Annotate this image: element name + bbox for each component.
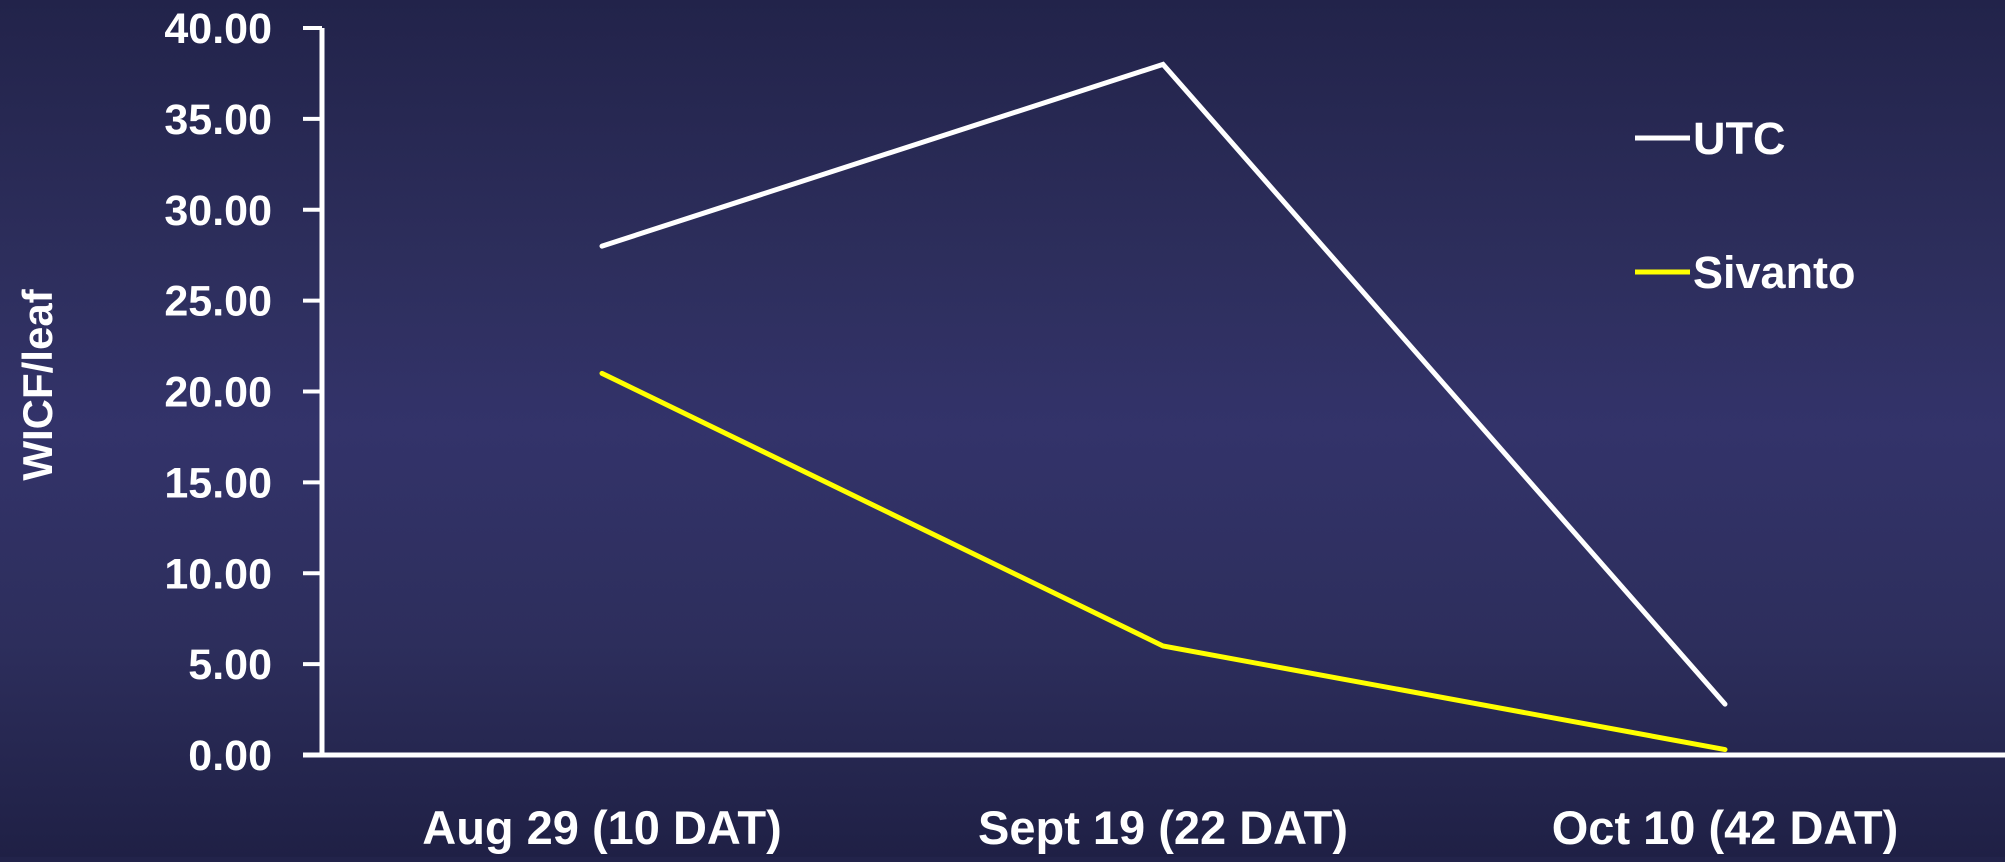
series-line-utc <box>599 61 1728 707</box>
y-tick-label: 0.00 <box>188 732 272 780</box>
legend-label: Sivanto <box>1693 247 1856 298</box>
x-ticks: Aug 29 (10 DAT) Sept 19 (22 DAT) Oct 10 (4… <box>422 801 1898 854</box>
series-lines <box>599 61 1728 753</box>
y-tick-label: 35.00 <box>164 96 272 144</box>
y-tick-label: 25.00 <box>164 278 272 326</box>
y-axis-label: WICF/leaf <box>14 288 61 480</box>
y-tick-label: 20.00 <box>164 369 272 417</box>
x-tick-label: Aug 29 (10 DAT) <box>422 801 782 854</box>
legend-label: UTC <box>1693 113 1785 164</box>
x-tick-label: Oct 10 (42 DAT) <box>1552 801 1899 854</box>
series-line-sivanto <box>599 370 1728 753</box>
y-tick-label: 15.00 <box>164 459 272 507</box>
y-tick-label: 30.00 <box>164 187 272 235</box>
y-tick-label: 40.00 <box>164 5 272 53</box>
y-tick-label: 5.00 <box>188 641 272 689</box>
x-tick-label: Sept 19 (22 DAT) <box>978 801 1348 854</box>
legend: UTC Sivanto <box>1635 113 1856 298</box>
y-tick-label: 10.00 <box>164 550 272 598</box>
y-ticks: 0.00 5.00 10.00 15.00 20.00 25.00 30.00 35.00 40… <box>164 5 322 780</box>
